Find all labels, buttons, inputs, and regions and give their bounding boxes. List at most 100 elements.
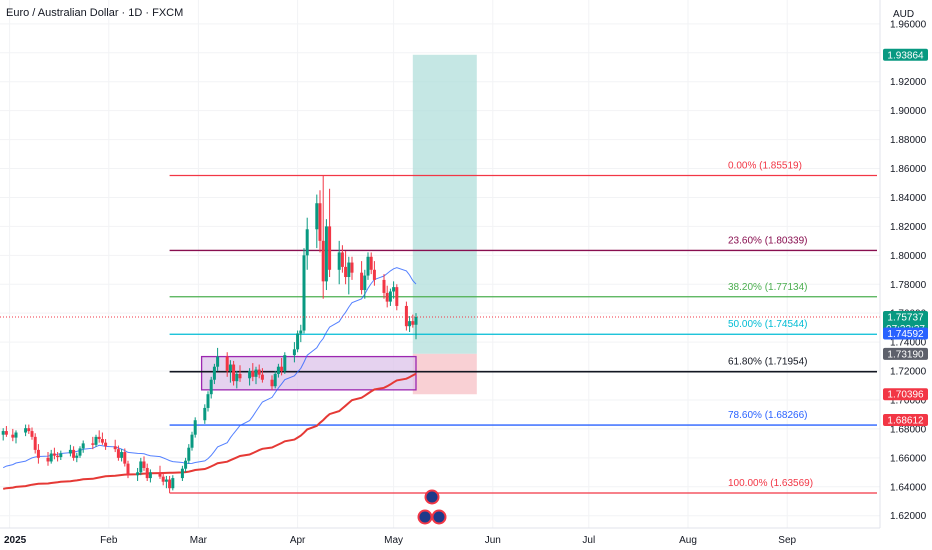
candle-body [369, 256, 373, 270]
consolidation-box[interactable] [200, 355, 417, 391]
candle-body [81, 443, 85, 449]
candle-body [228, 364, 232, 372]
candle-body [59, 453, 63, 458]
price-tag-label: 1.75737 [887, 312, 924, 323]
currency-label[interactable]: AUD [893, 9, 914, 20]
price-tag-label: 1.93864 [887, 50, 924, 61]
x-tick-label: Mar [190, 535, 208, 546]
price-tag-label: 1.70396 [887, 390, 924, 401]
price-tag [883, 48, 928, 61]
candle-body [4, 431, 8, 435]
candle-body [360, 272, 364, 291]
candle-body [1, 431, 5, 435]
candle-body [187, 447, 191, 461]
candle-body [225, 356, 229, 372]
stop-loss-zone[interactable] [412, 353, 477, 395]
candle-body [184, 460, 188, 469]
candle-body [78, 448, 82, 456]
y-tick-label: 1.86000 [890, 164, 927, 175]
candle-body [385, 292, 389, 302]
candle-body [68, 449, 72, 454]
candle-body [238, 373, 242, 379]
candle-body [100, 439, 104, 443]
candle-body [212, 366, 216, 380]
economic-events[interactable] [417, 489, 447, 525]
candle-body [164, 479, 168, 482]
candle-body [411, 321, 415, 325]
candle-body [203, 407, 207, 421]
fib-level-label: 0.00% (1.85519) [728, 160, 802, 171]
candle-body [104, 442, 108, 447]
candle-body [363, 275, 367, 291]
candle-body [257, 369, 261, 375]
candle-body [408, 321, 412, 327]
y-tick-label: 1.72000 [890, 367, 927, 378]
candle-body [372, 269, 376, 280]
candle-body [292, 349, 296, 356]
y-tick-label: 1.74000 [890, 338, 927, 349]
fib-level-label: 61.80% (1.71954) [728, 357, 808, 368]
candle-body [324, 226, 328, 282]
candle-body [254, 369, 258, 377]
candle-body [158, 472, 162, 477]
candle-body [296, 333, 300, 350]
long-position-tool[interactable] [412, 54, 477, 395]
candle-body [30, 431, 34, 437]
candle-body [404, 305, 408, 327]
candle-body [56, 455, 60, 458]
candle-body [209, 379, 213, 395]
profit-zone[interactable] [412, 54, 477, 354]
y-tick-label: 1.96000 [890, 19, 927, 30]
candle-body [318, 203, 322, 241]
candle-body [337, 252, 341, 270]
y-tick-label: 1.88000 [890, 135, 927, 146]
candle-body [91, 443, 95, 445]
candle-body [94, 436, 98, 445]
fib-level-label: 100.00% (1.63569) [728, 478, 813, 489]
candle-body [190, 434, 194, 448]
x-tick-label: May [384, 535, 403, 546]
fib-level-label: 23.60% (1.80339) [728, 235, 808, 246]
fibonacci-retracement[interactable]: 0.00% (1.85519) 23.60% (1.80339) 38.20% (1… [169, 160, 877, 494]
fib-level-label: 50.00% (1.74544) [728, 319, 808, 330]
candle-body [328, 226, 332, 270]
candle-body [280, 366, 284, 372]
y-tick-label: 1.92000 [890, 77, 927, 88]
candle-body [75, 455, 79, 458]
candle-body [216, 356, 220, 367]
candle-body [350, 262, 354, 273]
candle-body [33, 436, 37, 450]
chart-title: Euro / Australian Dollar · 1D · FXCM [6, 7, 183, 19]
candle-body [11, 434, 15, 438]
candle-body [52, 453, 56, 456]
y-tick-label: 1.70000 [890, 395, 927, 406]
time-axis[interactable]: 2025 Feb Mar Apr May Jun Jul Aug Sep [4, 535, 797, 546]
price-tag-label: 1.68612 [887, 416, 924, 427]
x-tick-label: Apr [290, 535, 306, 546]
candle-body [392, 287, 396, 292]
price-tag [883, 347, 928, 360]
x-tick-label: Feb [100, 535, 118, 546]
candle-body [273, 373, 277, 387]
candle-body [72, 449, 76, 458]
candle-body [171, 478, 175, 489]
price-tag [883, 327, 928, 340]
y-tick-label: 1.64000 [890, 482, 927, 493]
candle-body [302, 255, 306, 331]
candle-body [120, 452, 124, 458]
candle-body [235, 373, 239, 382]
candle-body [113, 446, 117, 450]
x-tick-label: Sep [778, 535, 796, 546]
candle-body [161, 476, 165, 482]
consolidation-zone[interactable] [200, 355, 417, 391]
candle-body [27, 428, 31, 432]
ma-long-line [2, 372, 417, 490]
candle-body [116, 449, 120, 458]
candle-body [97, 436, 101, 440]
x-tick-label: 2025 [4, 535, 27, 546]
candle-body [340, 252, 344, 267]
candle-body [136, 472, 140, 476]
y-tick-label: 1.66000 [890, 453, 927, 464]
candle-body [283, 355, 287, 372]
